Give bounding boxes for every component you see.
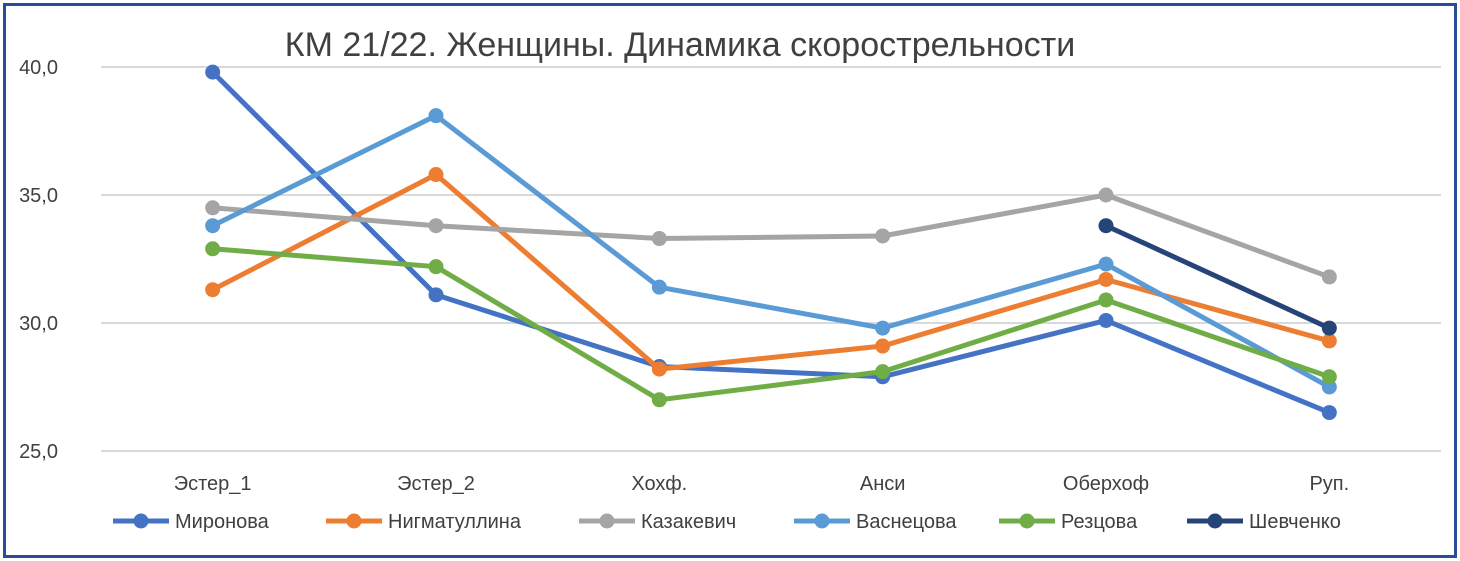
data-point	[205, 241, 221, 257]
data-point	[205, 64, 221, 80]
legend-label: Васнецова	[856, 511, 957, 533]
y-tick-label: 25,0	[19, 441, 58, 463]
legend-marker	[814, 513, 830, 529]
series-Нигматуллина	[205, 167, 1337, 377]
data-point	[875, 364, 891, 380]
series-layer	[205, 64, 1337, 421]
chart-title: КМ 21/22. Женщины. Динамика скорострельн…	[285, 26, 1075, 64]
series-Шевченко	[1098, 218, 1337, 336]
x-axis-labels: Эстер_1 Эстер_2 Хохф. Анси Оберхоф Руп.	[174, 473, 1349, 495]
x-tick-label: Хохф.	[631, 473, 687, 495]
series-line	[211, 172, 1330, 372]
data-point	[205, 282, 221, 298]
chart-svg: КМ 21/22. Женщины. Динамика скорострельн…	[19, 26, 1441, 533]
legend-marker	[1207, 513, 1223, 529]
data-point	[1321, 405, 1337, 421]
series-Васнецова	[205, 108, 1337, 395]
data-point	[428, 287, 444, 303]
legend-marker	[599, 513, 615, 529]
data-point	[651, 231, 667, 247]
grid-layer: 25,0 30,0 35,0 40,0	[19, 57, 1441, 463]
x-tick-label: Эстер_1	[174, 473, 252, 495]
series-line	[212, 192, 1331, 280]
legend-marker	[346, 513, 362, 529]
data-point	[651, 279, 667, 295]
series-Резцова	[205, 241, 1337, 408]
legend-label: Нигматуллина	[388, 511, 522, 533]
legend-marker	[133, 513, 149, 529]
data-point	[875, 338, 891, 354]
data-point	[1321, 369, 1337, 385]
legend-item: Нигматуллина	[326, 511, 522, 533]
data-point	[1098, 271, 1114, 287]
data-point	[205, 200, 221, 216]
legend-item: Шевченко	[1187, 511, 1341, 533]
data-point	[1321, 333, 1337, 349]
legend-item: Казакевич	[579, 511, 736, 533]
series-Миронова	[205, 64, 1337, 421]
legend-label: Резцова	[1061, 511, 1138, 533]
y-tick-label: 40,0	[19, 57, 58, 79]
data-point	[651, 361, 667, 377]
data-point	[1321, 320, 1337, 336]
series-Казакевич	[205, 187, 1337, 285]
y-tick-label: 35,0	[19, 185, 58, 207]
legend-item: Васнецова	[794, 511, 957, 533]
series-line	[211, 113, 1331, 390]
legend-label: Казакевич	[641, 511, 736, 533]
series-line	[1104, 223, 1331, 331]
data-point	[875, 228, 891, 244]
data-point	[651, 392, 667, 408]
data-point	[1098, 187, 1114, 203]
y-tick-label: 30,0	[19, 313, 58, 335]
data-point	[1321, 269, 1337, 285]
data-point	[1098, 218, 1114, 234]
data-point	[1098, 312, 1114, 328]
data-point	[428, 259, 444, 275]
data-point	[428, 167, 444, 183]
data-point	[428, 108, 444, 124]
data-point	[205, 218, 221, 234]
data-point	[875, 320, 891, 336]
legend-marker	[1019, 513, 1035, 529]
series-line	[212, 246, 1331, 403]
data-point	[428, 218, 444, 234]
legend-item: Миронова	[113, 511, 270, 533]
x-tick-label: Оберхоф	[1063, 473, 1149, 495]
data-point	[1098, 292, 1114, 308]
legend-label: Миронова	[175, 511, 270, 533]
series-line	[210, 70, 1331, 415]
chart-frame: КМ 21/22. Женщины. Динамика скорострельн…	[3, 3, 1457, 558]
x-tick-label: Анси	[860, 473, 906, 495]
x-tick-label: Руп.	[1309, 473, 1349, 495]
legend-item: Резцова	[999, 511, 1138, 533]
legend-label: Шевченко	[1249, 511, 1341, 533]
legend: Миронова Нигматуллина Казакевич Васнецова Ре…	[113, 511, 1341, 533]
data-point	[1098, 256, 1114, 272]
x-tick-label: Эстер_2	[397, 473, 475, 495]
